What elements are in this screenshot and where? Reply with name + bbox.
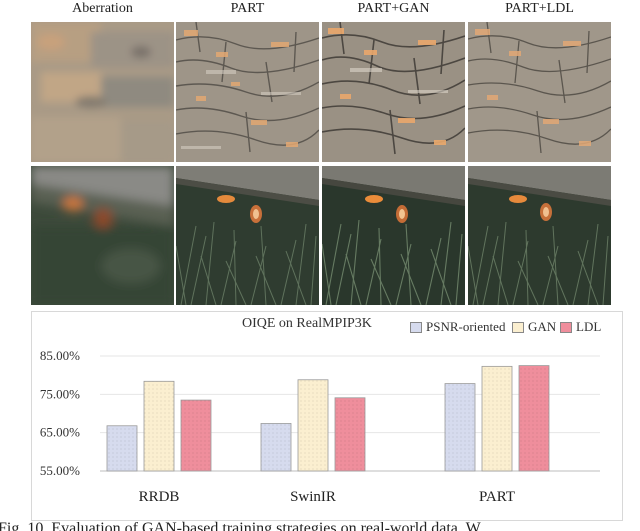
- image-part-ldl-grass: [468, 166, 611, 305]
- chart-title: OIQE on RealMPIP3K: [242, 316, 372, 331]
- column-label-part: PART: [230, 1, 265, 16]
- legend-swatch-ldl: [560, 321, 572, 333]
- image-part-texture: [176, 22, 319, 162]
- image-aberration-grass: [31, 166, 174, 305]
- bar-texture: [181, 400, 211, 471]
- x-category-label: SwinIR: [290, 489, 336, 505]
- y-tick-label: 85.00%: [40, 348, 80, 363]
- image-part-grass: [176, 166, 319, 305]
- caption-text: Fig. 10. Evaluation of GAN-based trainin…: [0, 520, 481, 531]
- bar-texture: [107, 425, 137, 471]
- bar-texture: [519, 365, 549, 471]
- image-part-gan-texture: [322, 22, 465, 162]
- image-part-gan-grass: [322, 166, 465, 305]
- legend-swatch-gan: [512, 321, 524, 333]
- bar-texture: [144, 381, 174, 471]
- column-label-aberration: Aberration: [72, 1, 133, 16]
- legend-label-ldl: LDL: [576, 319, 602, 334]
- bar-texture: [335, 397, 365, 471]
- image-part-ldl-texture: [468, 22, 611, 162]
- legend-psnr: PSNR-oriented: [410, 318, 505, 336]
- legend-label-gan: GAN: [528, 319, 557, 334]
- y-tick-label: 65.00%: [40, 425, 80, 440]
- legend-gan: GAN: [512, 318, 556, 336]
- y-tick-label: 55.00%: [40, 463, 80, 478]
- legend-swatch-psnr: [410, 321, 422, 333]
- legend-ldl: LDL: [560, 318, 601, 336]
- column-label-part-ldl: PART+LDL: [505, 1, 574, 16]
- column-label-part-gan: PART+GAN: [357, 1, 430, 16]
- bar-texture: [261, 423, 291, 471]
- image-aberration-texture: [31, 22, 174, 162]
- x-category-label: RRDB: [139, 489, 180, 505]
- bar-texture: [298, 379, 328, 471]
- y-tick-label: 75.00%: [40, 386, 80, 401]
- bar-texture: [445, 383, 475, 471]
- x-category-label: PART: [479, 489, 515, 505]
- legend-label-psnr: PSNR-oriented: [426, 319, 506, 334]
- figure-caption: Fig. 10. Evaluation of GAN-based trainin…: [0, 518, 640, 531]
- bar-texture: [482, 366, 512, 471]
